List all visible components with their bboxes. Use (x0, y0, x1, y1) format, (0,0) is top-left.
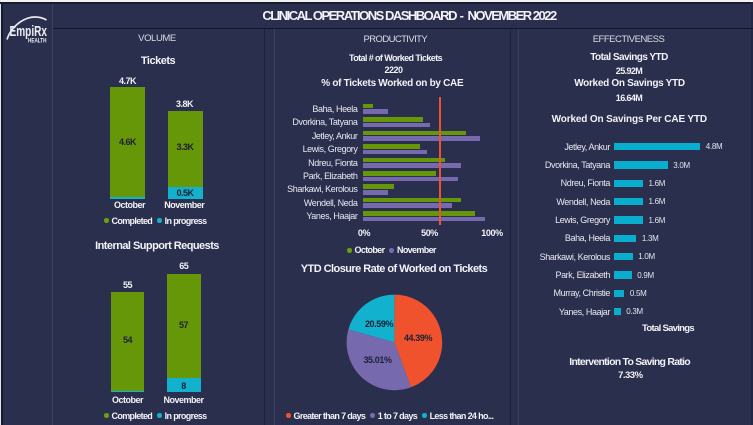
svg-text:HEALTH: HEALTH (28, 38, 47, 45)
svg-text:EmpiRx: EmpiRx (10, 23, 48, 40)
